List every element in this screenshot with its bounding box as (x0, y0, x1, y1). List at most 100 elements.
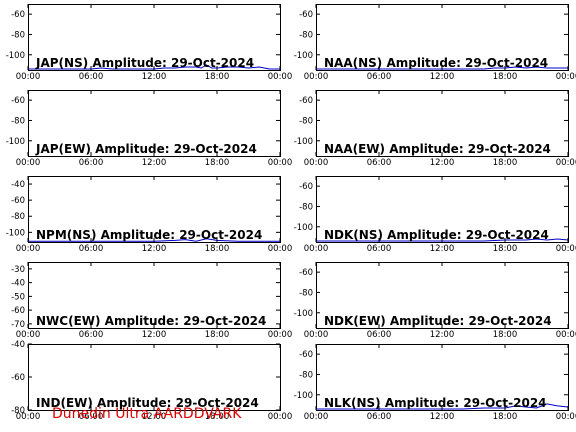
x-tick-label: 00:00 (304, 330, 329, 340)
x-tick-label: 00:00 (556, 330, 576, 340)
x-tick-label: 00:00 (268, 330, 293, 340)
x-tick-label: 00:00 (16, 330, 41, 340)
y-tick-label: -100 (294, 223, 313, 233)
plot-frame (28, 344, 281, 411)
x-tick-label: 06:00 (367, 158, 392, 168)
x-tick-label: 12:00 (142, 412, 167, 422)
x-tick-label: 06:00 (79, 158, 104, 168)
x-tick-label: 12:00 (430, 72, 455, 82)
y-tick-label: -40 (11, 180, 25, 190)
x-tick-label: 00:00 (556, 244, 576, 254)
x-tick-label: 18:00 (205, 412, 230, 422)
x-tick-label: 18:00 (493, 412, 518, 422)
y-tick-label: -40 (11, 340, 25, 350)
x-tick-label: 00:00 (268, 412, 293, 422)
amplitude-trace (316, 66, 568, 70)
amplitude-trace (28, 238, 280, 242)
x-tick-label: 06:00 (79, 330, 104, 340)
x-tick-label: 00:00 (304, 244, 329, 254)
panel-title: NDK(NS) Amplitude: 29-Oct-2024 (324, 228, 549, 242)
plot-frame (316, 176, 569, 243)
x-tick-label: 18:00 (493, 330, 518, 340)
x-tick-label: 12:00 (142, 330, 167, 340)
chart-panel-1: -60 -80 -100 00:00 06:00 12:00 18:00 00:00 JAP(N… (6, 4, 293, 82)
x-tick-label: 06:00 (79, 412, 104, 422)
y-tick-label: -100 (294, 137, 313, 147)
footer-label: Dunedin Ultra AARDDVARK (52, 406, 242, 422)
amplitude-trace (316, 403, 569, 410)
panel-title: NLK(NS) Amplitude: 29-Oct-2024 (324, 396, 547, 410)
panel-title: NAA(EW) Amplitude: 29-Oct-2024 (324, 142, 551, 156)
y-tick-label: -60 (299, 268, 313, 278)
plot-frame (316, 344, 569, 411)
x-tick-label: 06:00 (79, 72, 104, 82)
y-tick-label: -80 (299, 116, 313, 126)
y-tick-label: -60 (11, 306, 25, 316)
y-tick-label: -100 (294, 309, 313, 319)
x-tick-label: 00:00 (268, 158, 293, 168)
x-tick-label: 00:00 (16, 412, 41, 422)
x-tick-label: 18:00 (493, 72, 518, 82)
x-tick-label: 06:00 (367, 330, 392, 340)
y-tick-label: -30 (11, 265, 25, 275)
y-tick-label: -60 (11, 373, 25, 383)
y-tick-label: -80 (11, 212, 25, 222)
y-tick-label: -60 (299, 10, 313, 20)
y-tick-label: -100 (6, 228, 25, 238)
y-tick-label: -60 (299, 182, 313, 192)
x-tick-label: 18:00 (205, 244, 230, 254)
y-tick-label: -60 (11, 10, 25, 20)
x-tick-label: 18:00 (205, 72, 230, 82)
y-tick-label: -80 (11, 30, 25, 40)
amplitude-trace (316, 238, 569, 242)
y-tick-label: -60 (11, 196, 25, 206)
x-tick-label: 12:00 (142, 158, 167, 168)
x-tick-label: 00:00 (556, 412, 576, 422)
x-tick-label: 00:00 (268, 244, 293, 254)
chart-panel-2: -60 -80 -100 00:00 06:00 12:00 18:00 00:00 NAA(N… (294, 4, 576, 82)
y-tick-label: -100 (6, 137, 25, 147)
plot-frame (316, 262, 569, 329)
x-tick-label: 06:00 (79, 244, 104, 254)
panel-title: NAA(NS) Amplitude: 29-Oct-2024 (324, 56, 548, 70)
x-tick-label: 00:00 (268, 72, 293, 82)
amplitude-trace (28, 64, 280, 70)
y-tick-label: -100 (294, 391, 313, 401)
plot-frame (28, 90, 281, 157)
x-tick-label: 12:00 (430, 158, 455, 168)
x-tick-label: 12:00 (142, 244, 167, 254)
chart-panel-10: -60 -80 -100 00:00 06:00 12:00 18:00 00:00 NLK(N… (294, 344, 576, 422)
panel-title: JAP(NS) Amplitude: 29-Oct-2024 (35, 56, 254, 70)
x-tick-label: 12:00 (430, 412, 455, 422)
x-tick-label: 06:00 (367, 72, 392, 82)
x-tick-label: 00:00 (556, 72, 576, 82)
panel-title: IND(EW) Amplitude: 29-Oct-2024 (36, 396, 259, 410)
x-tick-label: 18:00 (493, 244, 518, 254)
y-tick-label: -70 (11, 320, 25, 330)
x-tick-label: 00:00 (16, 158, 41, 168)
x-tick-label: 06:00 (367, 412, 392, 422)
y-tick-label: -60 (299, 96, 313, 106)
chart-panel-5: -40 -60 -80 -100 00:00 06:00 12:00 18:00 00:00 NP… (6, 176, 293, 254)
x-tick-label: 12:00 (430, 244, 455, 254)
x-tick-label: 00:00 (16, 244, 41, 254)
x-tick-label: 18:00 (205, 330, 230, 340)
x-tick-label: 06:00 (367, 244, 392, 254)
plot-frame (316, 4, 569, 71)
panel-title: NDK(EW) Amplitude: 29-Oct-2024 (324, 314, 552, 328)
chart-panel-3: -60 -80 -100 00:00 06:00 12:00 18:00 00:00 JAP(E… (6, 90, 293, 168)
y-tick-label: -80 (299, 30, 313, 40)
y-tick-label: -80 (11, 406, 25, 416)
chart-panel-8: -60 -80 -100 00:00 06:00 12:00 18:00 00:00 NDK(E… (294, 262, 576, 340)
x-tick-label: 00:00 (304, 72, 329, 82)
panel-title: NWC(EW) Amplitude: 29-Oct-2024 (36, 314, 266, 328)
x-tick-label: 00:00 (304, 158, 329, 168)
chart-panel-6: -60 -80 -100 00:00 06:00 12:00 18:00 00:00 NDK(N… (294, 176, 576, 254)
y-tick-label: -50 (11, 292, 25, 302)
y-tick-label: -80 (11, 116, 25, 126)
y-tick-label: -60 (299, 350, 313, 360)
plot-frame (316, 90, 569, 157)
